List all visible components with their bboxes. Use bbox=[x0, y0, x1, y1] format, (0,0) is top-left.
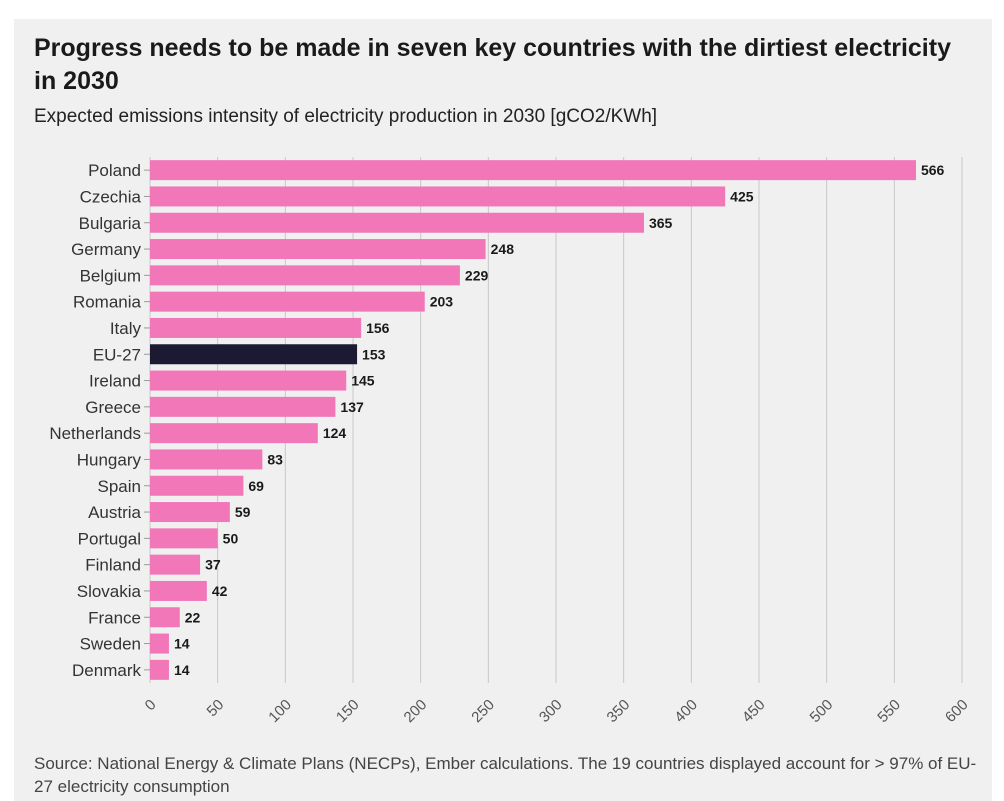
value-label: 156 bbox=[366, 320, 390, 336]
bar-italy bbox=[150, 317, 362, 338]
bar-eu-27 bbox=[150, 344, 358, 365]
x-tick-label: 400 bbox=[671, 696, 701, 726]
bar-denmark bbox=[150, 659, 169, 680]
bar-sweden bbox=[150, 633, 169, 654]
x-tick-label: 350 bbox=[604, 696, 634, 726]
chart-title: Progress needs to be made in seven key c… bbox=[34, 34, 951, 95]
value-label: 50 bbox=[223, 530, 239, 546]
category-label: Hungary bbox=[77, 450, 142, 469]
value-label: 137 bbox=[340, 399, 364, 415]
bar-netherlands bbox=[150, 423, 318, 444]
category-label: Romania bbox=[73, 293, 142, 312]
category-label: Austria bbox=[88, 503, 141, 522]
x-axis-ticks: 0 50 100 150 200 250 300 350 400 450 500 550 600 bbox=[142, 696, 972, 726]
bar-poland bbox=[150, 160, 916, 181]
value-label: 59 bbox=[235, 504, 251, 520]
bar-greece bbox=[150, 396, 336, 417]
category-label: Belgium bbox=[80, 266, 141, 285]
bar-portugal bbox=[150, 528, 218, 549]
x-tick-label: 250 bbox=[468, 696, 498, 726]
value-label: 365 bbox=[649, 215, 673, 231]
value-label: 145 bbox=[351, 373, 375, 389]
value-label: 42 bbox=[212, 583, 228, 599]
bar-finland bbox=[150, 554, 201, 575]
value-label: 37 bbox=[205, 557, 221, 573]
bar-spain bbox=[150, 475, 244, 496]
value-label: 69 bbox=[248, 478, 264, 494]
category-label: France bbox=[88, 608, 141, 627]
category-label: Finland bbox=[85, 556, 141, 575]
source-note: Source: National Energy & Climate Plans … bbox=[34, 754, 977, 796]
category-label: Poland bbox=[88, 161, 141, 180]
x-tick-label: 100 bbox=[265, 696, 295, 726]
value-label: 229 bbox=[465, 267, 489, 283]
category-label: EU-27 bbox=[93, 345, 141, 364]
value-label: 22 bbox=[185, 609, 201, 625]
category-label: Ireland bbox=[89, 372, 141, 391]
gridlines bbox=[149, 157, 963, 683]
x-tick-label: 0 bbox=[142, 696, 160, 714]
value-label: 425 bbox=[730, 188, 754, 204]
category-label: Sweden bbox=[80, 635, 141, 654]
value-label: 248 bbox=[491, 241, 515, 257]
value-label: 203 bbox=[430, 294, 454, 310]
x-tick-label: 600 bbox=[942, 696, 972, 726]
x-tick-label: 500 bbox=[807, 696, 837, 726]
bar-hungary bbox=[150, 449, 263, 470]
chart-subtitle: Expected emissions intensity of electric… bbox=[34, 106, 658, 127]
value-label: 14 bbox=[174, 662, 190, 678]
category-label: Germany bbox=[71, 240, 141, 259]
category-label: Spain bbox=[98, 477, 141, 496]
category-label: Greece bbox=[85, 398, 141, 417]
category-label: Italy bbox=[110, 319, 142, 338]
value-label: 124 bbox=[323, 425, 347, 441]
bar-belgium bbox=[150, 265, 460, 286]
bar-germany bbox=[150, 239, 486, 260]
category-label: Bulgaria bbox=[79, 214, 142, 233]
bar-bulgaria bbox=[150, 212, 644, 233]
bar-chart: Poland Czechia Bulgaria Germany Belgium Roman… bbox=[49, 157, 972, 726]
value-label: 14 bbox=[174, 636, 190, 652]
value-label: 566 bbox=[921, 162, 945, 178]
bar-slovakia bbox=[150, 580, 207, 601]
value-label: 83 bbox=[267, 451, 283, 467]
x-tick-label: 450 bbox=[739, 696, 769, 726]
bars bbox=[150, 160, 916, 680]
category-label: Portugal bbox=[78, 529, 141, 548]
x-tick-label: 550 bbox=[874, 696, 904, 726]
category-label: Czechia bbox=[80, 187, 142, 206]
bar-france bbox=[150, 607, 180, 628]
value-label: 153 bbox=[362, 346, 386, 362]
category-labels: Poland Czechia Bulgaria Germany Belgium Roman… bbox=[49, 161, 150, 680]
category-label: Slovakia bbox=[77, 582, 142, 601]
x-tick-label: 200 bbox=[401, 696, 431, 726]
category-label: Netherlands bbox=[49, 424, 141, 443]
x-tick-label: 150 bbox=[333, 696, 363, 726]
bar-ireland bbox=[150, 370, 347, 391]
x-tick-label: 300 bbox=[536, 696, 566, 726]
bar-czechia bbox=[150, 186, 726, 207]
bar-austria bbox=[150, 502, 230, 523]
category-label: Denmark bbox=[72, 661, 141, 680]
bar-romania bbox=[150, 291, 425, 312]
x-tick-label: 50 bbox=[204, 696, 228, 720]
